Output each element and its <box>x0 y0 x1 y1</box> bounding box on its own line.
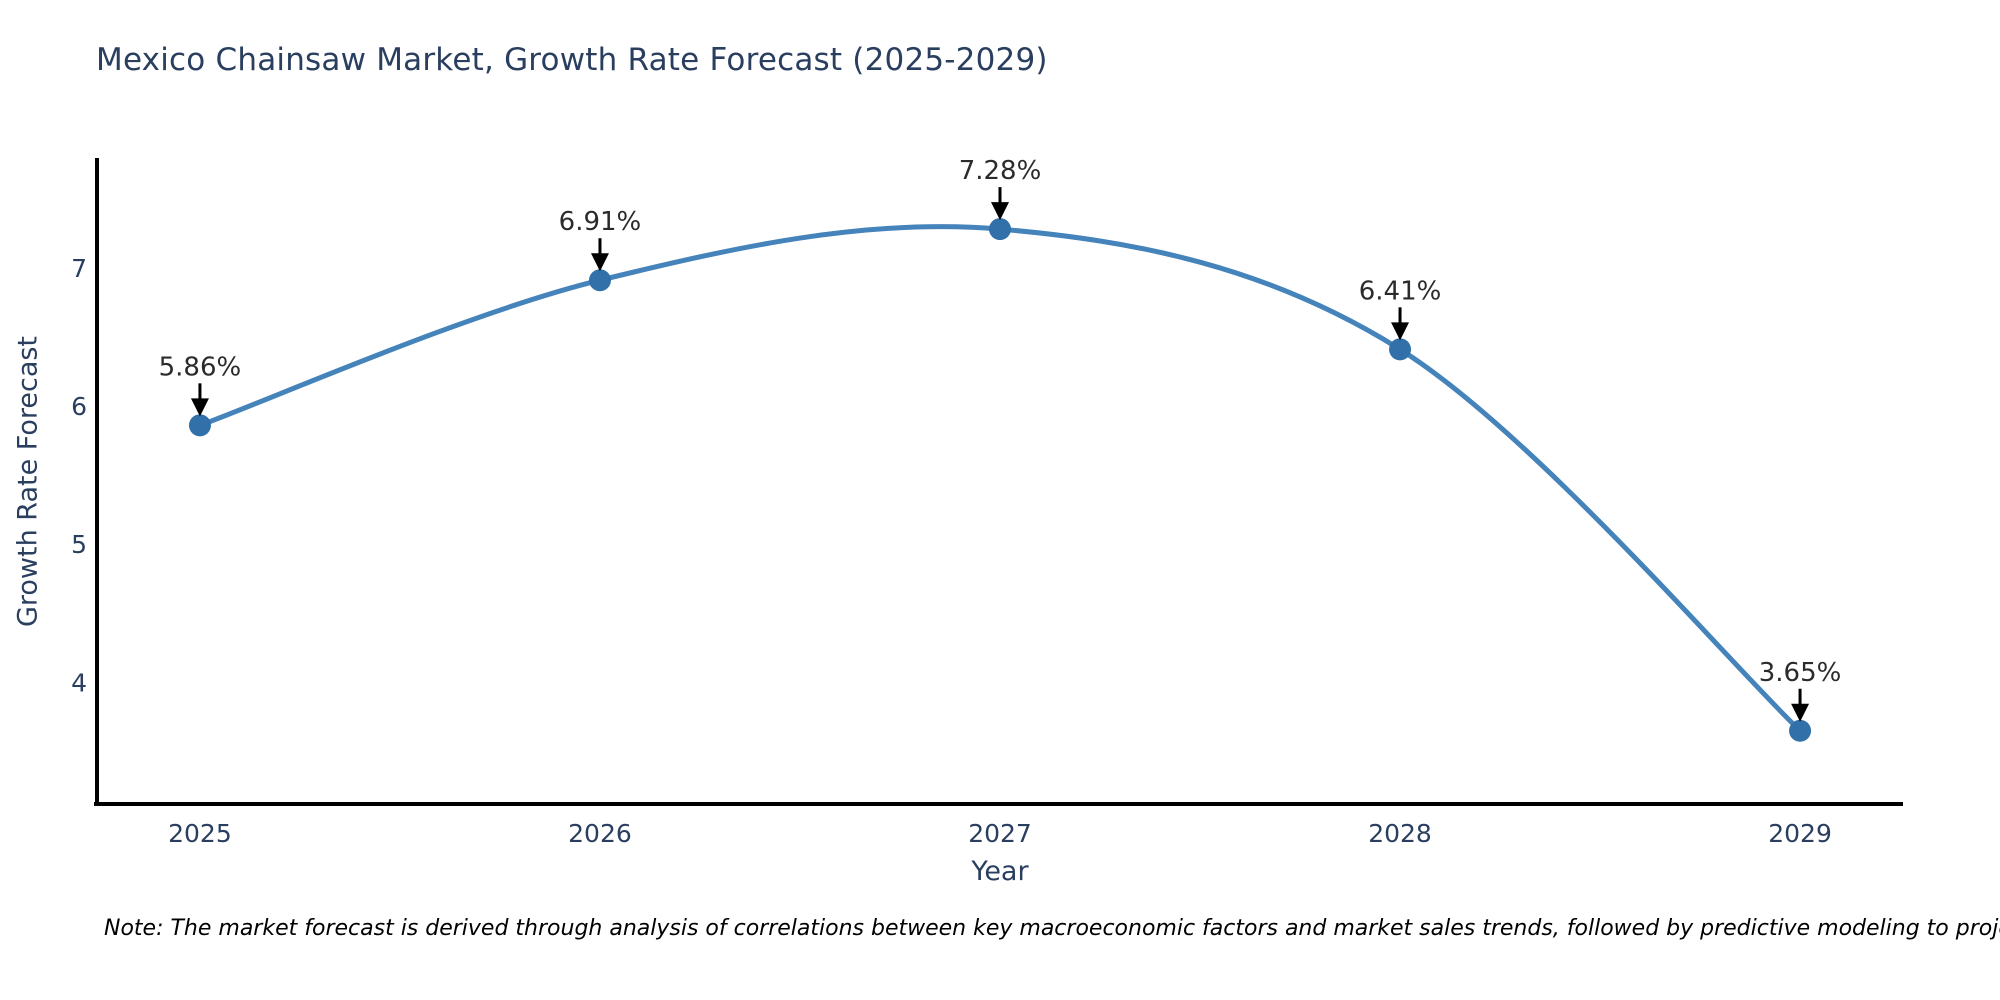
x-tick-label: 2026 <box>568 819 632 848</box>
x-tick-label: 2025 <box>168 819 232 848</box>
annotation-arrow-head <box>991 202 1009 221</box>
y-tick-label: 5 <box>71 530 87 559</box>
data-point-annotation: 5.86% <box>159 352 242 382</box>
y-tick-label: 6 <box>71 392 87 421</box>
data-point-annotation: 6.91% <box>559 207 642 237</box>
data-point-annotation: 7.28% <box>959 156 1042 186</box>
y-tick-label: 4 <box>71 668 87 697</box>
x-axis-label: Year <box>971 856 1029 887</box>
annotation-arrow-head <box>1391 322 1410 341</box>
annotation-arrow-head <box>190 398 209 417</box>
chart-title: Mexico Chainsaw Market, Growth Rate Fore… <box>96 42 1048 78</box>
x-tick-label: 2029 <box>1768 819 1832 848</box>
annotation-arrow-head <box>1791 703 1810 722</box>
data-point-annotation: 3.65% <box>1759 658 1842 688</box>
annotation-arrow-head <box>590 253 609 272</box>
x-tick-label: 2027 <box>968 819 1032 848</box>
trend-line <box>197 224 1803 734</box>
data-point-marker <box>1789 719 1812 742</box>
data-point-annotation: 6.41% <box>1359 276 1442 306</box>
data-point-marker <box>1389 338 1412 361</box>
data-point-marker <box>588 269 611 292</box>
note-text: Note: The market forecast is derived thr… <box>104 916 2000 941</box>
y-axis-label: Growth Rate Forecast <box>12 335 44 628</box>
x-tick-label: 2028 <box>1368 819 1432 848</box>
data-point-marker <box>188 414 211 437</box>
y-tick-label: 7 <box>71 254 87 283</box>
data-point-marker <box>989 218 1011 241</box>
